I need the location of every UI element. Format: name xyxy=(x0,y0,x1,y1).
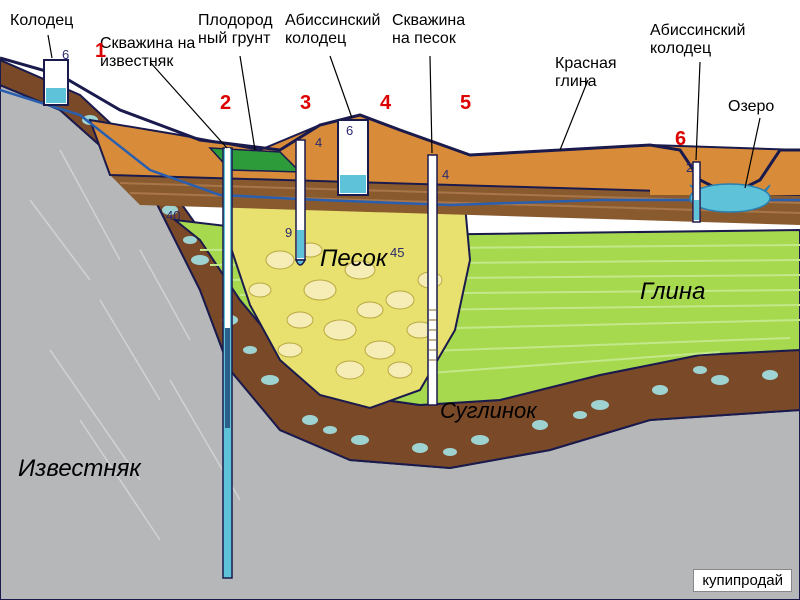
label-abyssinian2: Абиссинскийколодец xyxy=(650,22,745,57)
label-borehole-sand: Скважинана песок xyxy=(392,12,465,47)
label-borehole-limestone: Скважина наизвестняк xyxy=(100,35,195,70)
depth-marker: 6 xyxy=(346,123,353,138)
red-number-2: 2 xyxy=(220,92,231,115)
red-number-4: 4 xyxy=(380,92,391,115)
depth-marker: 4 xyxy=(442,167,449,182)
label-abyssinian1: Абиссинскийколодец xyxy=(285,12,380,47)
label-red-clay: Краснаяглина xyxy=(555,55,617,90)
label-well: Колодец xyxy=(10,12,73,30)
depth-marker: 9 xyxy=(285,225,292,240)
red-number-6: 6 xyxy=(675,128,686,151)
red-number-1: 1 xyxy=(95,40,106,63)
label-lake: Озеро xyxy=(728,98,774,116)
depth-marker: 40 xyxy=(166,208,180,223)
layer-limestone: Известняк xyxy=(18,455,141,483)
depth-marker: 2 xyxy=(686,160,693,175)
red-number-3: 3 xyxy=(300,92,311,115)
layer-clay: Глина xyxy=(640,278,705,306)
red-number-5: 5 xyxy=(460,92,471,115)
depth-marker: 4 xyxy=(315,135,322,150)
depth-marker: 6 xyxy=(62,47,69,62)
layer-sand: Песок xyxy=(320,245,387,273)
layer-loam: Суглинок xyxy=(440,398,537,424)
watermark-button[interactable]: купипродай xyxy=(693,569,792,592)
label-fertile: Плодородный грунт xyxy=(198,12,273,47)
depth-marker: 45 xyxy=(390,245,404,260)
